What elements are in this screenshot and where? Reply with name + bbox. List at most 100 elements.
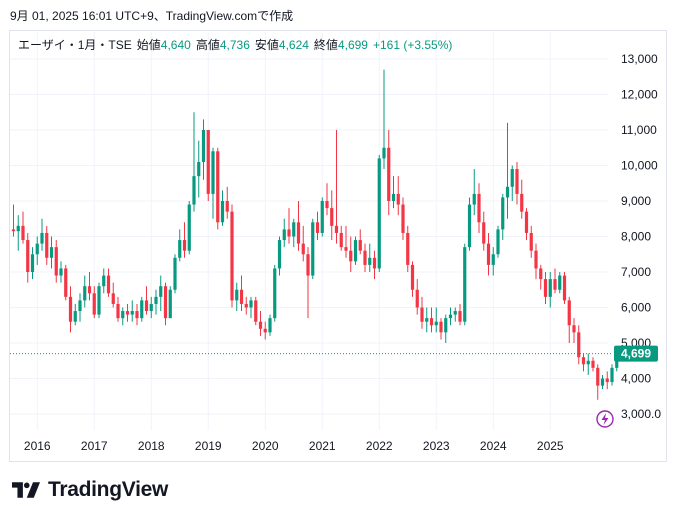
- candle-body[interactable]: [144, 300, 149, 312]
- candle-body[interactable]: [387, 147, 391, 201]
- candle-body[interactable]: [68, 296, 73, 322]
- candle-body[interactable]: [121, 311, 125, 319]
- candle-body[interactable]: [258, 321, 263, 329]
- candle-body[interactable]: [543, 279, 548, 297]
- candle-body[interactable]: [410, 264, 415, 290]
- candle-body[interactable]: [349, 250, 353, 262]
- candle-body[interactable]: [548, 279, 552, 297]
- candle-body[interactable]: [54, 247, 58, 276]
- candle-body[interactable]: [296, 222, 301, 244]
- candle-body[interactable]: [30, 254, 35, 272]
- candle-body[interactable]: [434, 321, 438, 326]
- candle-body[interactable]: [163, 286, 168, 319]
- candle-body[interactable]: [292, 222, 296, 237]
- candle-body[interactable]: [368, 257, 372, 265]
- candle-body[interactable]: [401, 204, 405, 233]
- candle-body[interactable]: [334, 225, 339, 233]
- candle-body[interactable]: [201, 130, 206, 162]
- candle-body[interactable]: [282, 229, 286, 241]
- candle-body[interactable]: [486, 243, 491, 265]
- candle-body[interactable]: [567, 300, 571, 326]
- candle-body[interactable]: [315, 222, 320, 233]
- candle-body[interactable]: [116, 303, 120, 319]
- candle-body[interactable]: [130, 311, 134, 315]
- candle-body[interactable]: [135, 311, 139, 319]
- candle-body[interactable]: [59, 268, 63, 276]
- candle-body[interactable]: [97, 286, 101, 315]
- candle-body[interactable]: [26, 240, 30, 272]
- candle-body[interactable]: [45, 232, 49, 258]
- candle-body[interactable]: [605, 378, 609, 383]
- candle-body[interactable]: [35, 243, 39, 255]
- candle-body[interactable]: [572, 325, 576, 333]
- candle-body[interactable]: [344, 247, 348, 251]
- candle-body[interactable]: [358, 240, 362, 251]
- candle-body[interactable]: [562, 275, 567, 301]
- candle-body[interactable]: [235, 289, 239, 301]
- candle-body[interactable]: [591, 360, 595, 368]
- candle-body[interactable]: [211, 151, 215, 194]
- candle-body[interactable]: [320, 201, 324, 233]
- candle-body[interactable]: [249, 300, 253, 308]
- candle-body[interactable]: [482, 222, 486, 244]
- candle-body[interactable]: [600, 378, 605, 386]
- candle-body[interactable]: [553, 279, 557, 290]
- candle-body[interactable]: [87, 286, 92, 294]
- candle-body[interactable]: [187, 204, 191, 251]
- candle-body[interactable]: [448, 314, 453, 319]
- candle-body[interactable]: [192, 176, 196, 205]
- candle-body[interactable]: [458, 311, 462, 322]
- candle-body[interactable]: [429, 318, 434, 326]
- candle-body[interactable]: [263, 328, 267, 333]
- candle-body[interactable]: [168, 289, 172, 319]
- candle-body[interactable]: [49, 247, 54, 258]
- candle-body[interactable]: [178, 240, 182, 258]
- tradingview-logo[interactable]: TradingView: [12, 478, 168, 502]
- candle-body[interactable]: [415, 289, 419, 308]
- candle-body[interactable]: [64, 268, 68, 297]
- candle-body[interactable]: [391, 193, 396, 201]
- candle-body[interactable]: [558, 275, 562, 290]
- candle-body[interactable]: [515, 169, 519, 194]
- candle-body[interactable]: [73, 311, 77, 322]
- candle-body[interactable]: [40, 232, 44, 244]
- candle-body[interactable]: [92, 293, 96, 315]
- candle-body[interactable]: [301, 243, 305, 255]
- candle-body[interactable]: [21, 225, 25, 241]
- candle-body[interactable]: [615, 359, 619, 368]
- candle-body[interactable]: [216, 151, 220, 223]
- candle-body[interactable]: [83, 286, 87, 301]
- candle-body[interactable]: [477, 193, 481, 223]
- candle-body[interactable]: [311, 222, 315, 276]
- candle-body[interactable]: [444, 318, 448, 333]
- candle-body[interactable]: [539, 268, 543, 280]
- candle-body[interactable]: [125, 311, 130, 315]
- candle-body[interactable]: [596, 367, 600, 386]
- candle-body[interactable]: [244, 303, 248, 308]
- candle-body[interactable]: [206, 130, 210, 194]
- candle-body[interactable]: [287, 229, 291, 237]
- candle-body[interactable]: [182, 240, 187, 251]
- candle-body[interactable]: [197, 161, 201, 177]
- candle-body[interactable]: [491, 254, 495, 265]
- candle-body[interactable]: [239, 289, 244, 304]
- candle-body[interactable]: [425, 318, 429, 322]
- candle-body[interactable]: [610, 367, 614, 383]
- candle-body[interactable]: [396, 193, 400, 205]
- candle-body[interactable]: [339, 232, 343, 248]
- candle-body[interactable]: [306, 254, 310, 276]
- candle-body[interactable]: [510, 169, 514, 187]
- candle-body[interactable]: [501, 197, 505, 230]
- candle-body[interactable]: [149, 303, 153, 312]
- candle-body[interactable]: [254, 300, 258, 322]
- candle-body[interactable]: [330, 208, 334, 226]
- candle-body[interactable]: [372, 257, 377, 269]
- candle-body[interactable]: [524, 211, 529, 233]
- candle-body[interactable]: [496, 229, 500, 255]
- candle-body[interactable]: [277, 240, 282, 269]
- candle-body[interactable]: [406, 232, 410, 265]
- candle-body[interactable]: [173, 257, 177, 290]
- candle-body[interactable]: [230, 211, 234, 301]
- candle-body[interactable]: [363, 250, 367, 265]
